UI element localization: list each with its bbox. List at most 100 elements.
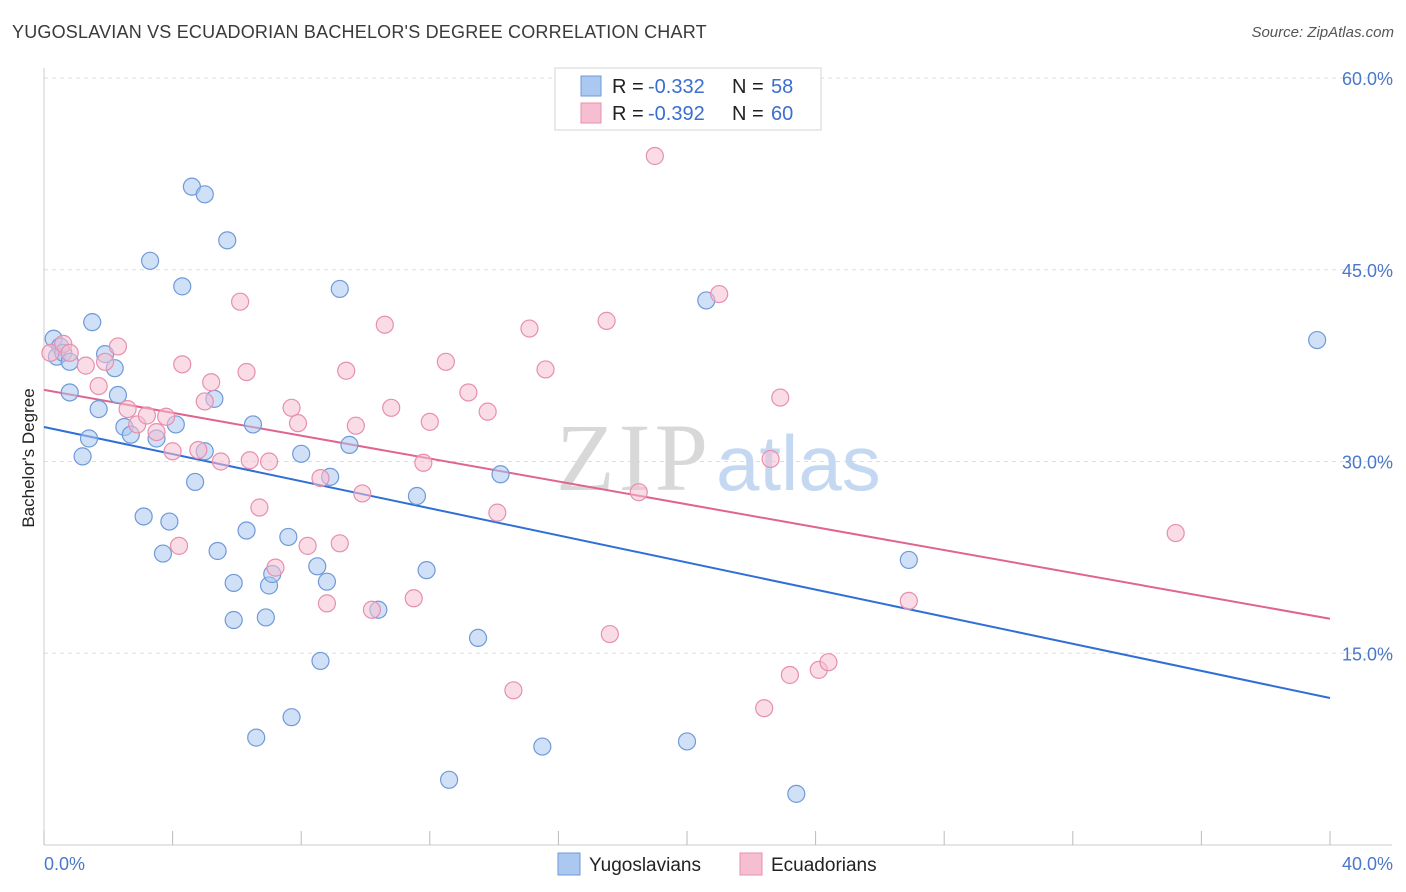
ecuadorian-point-46 [597,311,616,330]
ecuadorian-point-39 [436,352,455,371]
yugoslavian-point-45 [491,465,510,484]
bottom-legend-swatch-ecuadorians [739,852,763,876]
ecuadorian-point-57 [899,591,918,610]
bottom-legend-label-ecuadorians: Ecuadorians [771,855,877,876]
ecuadorian-point-2 [60,343,79,362]
ecuadorian-point-49 [645,146,664,166]
legend-swatch-blue [580,75,602,97]
yugoslavian-point-44 [407,486,427,506]
legend-r-label-2: R = [612,103,644,125]
yugoslavian-point-26 [160,512,179,531]
yugoslavian-point-19 [140,251,160,270]
ecuadorian-point-19 [240,451,259,470]
ecuadorian-point-56 [819,653,838,672]
ecuadorian-point-52 [761,449,780,469]
ecuadorian-point-14 [202,373,221,392]
ecuadorian-point-28 [317,594,337,613]
yugoslavian-point-22 [195,185,214,204]
y-tick-label-2: 45.0% [1342,261,1393,281]
ecuadorian-point-5 [108,337,128,356]
yugoslavian-point-41 [256,608,275,627]
ecuadorian-point-42 [488,503,507,522]
yugoslavian-point-9 [89,399,108,419]
yugoslavian-point-39 [317,572,337,591]
ecuadorian-point-18 [231,292,250,311]
yugoslavian-point-51 [533,737,552,756]
ecuadorian-point-21 [250,498,269,517]
yugoslavian-point-25 [134,507,153,526]
ecuadorian-point-30 [337,361,356,380]
ecuadorian-point-40 [459,383,478,402]
ecuadorian-point-32 [353,484,372,503]
ecuadorian-point-11 [157,407,176,426]
top-legend: R = -0.332 N = 58 R = -0.392 N = 60 [554,67,822,131]
yugoslavian-point-47 [311,651,330,671]
ecuadorian-point-36 [404,589,423,608]
yugoslavian-point-16 [73,447,92,466]
legend-r-value-1: -0.332 [648,76,705,98]
yugoslavian-point-38 [308,557,327,576]
ecuadorian-point-6 [89,376,108,396]
legend-swatch-pink [580,102,602,124]
ecuadorian-point-58 [1166,523,1185,543]
yugoslavian-point-46 [468,628,488,648]
yugoslavian-trend-line [43,426,1331,699]
ecuadorian-point-50 [710,284,729,304]
bottom-legend-label-yugoslavians: Yugoslavians [589,855,701,876]
legend-n-label-2: N = [732,103,764,125]
ecuadorian-point-10 [147,422,166,442]
ecuadorian-point-34 [375,315,394,334]
legend-n-label-1: N = [732,76,764,98]
ecuadorian-point-13 [173,355,192,374]
y-axis-label: Bachelor's Degree [19,388,38,527]
yugoslavian-point-49 [247,728,266,747]
legend-r-value-2: -0.392 [648,103,705,125]
yugoslavian-point-52 [677,732,697,751]
bottom-legend: Yugoslavians Ecuadorians [557,852,877,876]
yugoslavian-point-31 [243,415,263,434]
yugoslavian-point-11 [79,429,99,448]
ecuadorian-point-17 [211,452,230,471]
ecuadorian-point-29 [330,534,349,553]
ecuadorian-point-12 [169,536,189,555]
y-tick-label-0: 15.0% [1342,644,1393,664]
ecuadorian-point-33 [362,600,382,619]
ecuadorian-point-41 [478,402,497,421]
ecuadorian-point-24 [282,398,301,417]
yugoslavian-point-27 [153,544,173,563]
x-tick-label-1: 40.0% [1342,854,1393,874]
yugoslavian-point-43 [417,561,436,580]
ecuadorian-point-3 [76,356,95,375]
chart-title: YUGOSLAVIAN VS ECUADORIAN BACHELOR'S DEG… [12,22,707,42]
yugoslavian-point-24 [186,472,205,492]
ecuadorian-point-35 [382,398,401,417]
yugoslavian-point-29 [237,521,256,540]
ecuadorian-point-59 [163,442,182,461]
scatter-points [41,146,1327,803]
ecuadorian-point-44 [520,319,539,338]
yugoslavian-point-35 [224,573,243,593]
ecuadorian-point-0 [41,343,60,362]
watermark: ZIP atlas [556,404,881,511]
yugoslavian-point-8 [60,383,79,402]
yugoslavian-point-30 [279,527,298,547]
yugoslavian-point-40 [224,610,243,630]
ecuadorian-point-53 [771,388,790,407]
bottom-legend-swatch-yugoslavians [557,852,581,876]
yugoslavian-point-56 [899,550,918,570]
ecuadorian-point-48 [629,483,648,502]
ecuadorian-point-26 [298,536,317,555]
legend-n-value-1: 58 [771,76,793,98]
ecuadorian-point-16 [189,440,208,460]
yugoslavian-point-53 [787,784,806,803]
yugoslavian-point-5 [83,313,102,332]
ecuadorian-point-45 [536,360,555,379]
ecuadorian-point-4 [95,352,115,371]
ecuadorian-point-22 [259,452,279,471]
y-tick-label-1: 30.0% [1342,453,1393,473]
yugoslavian-point-23 [218,231,237,250]
source-label: Source: ZipAtlas.com [1251,24,1394,41]
ecuadorian-point-15 [195,392,214,411]
ecuadorian-point-54 [780,665,799,685]
